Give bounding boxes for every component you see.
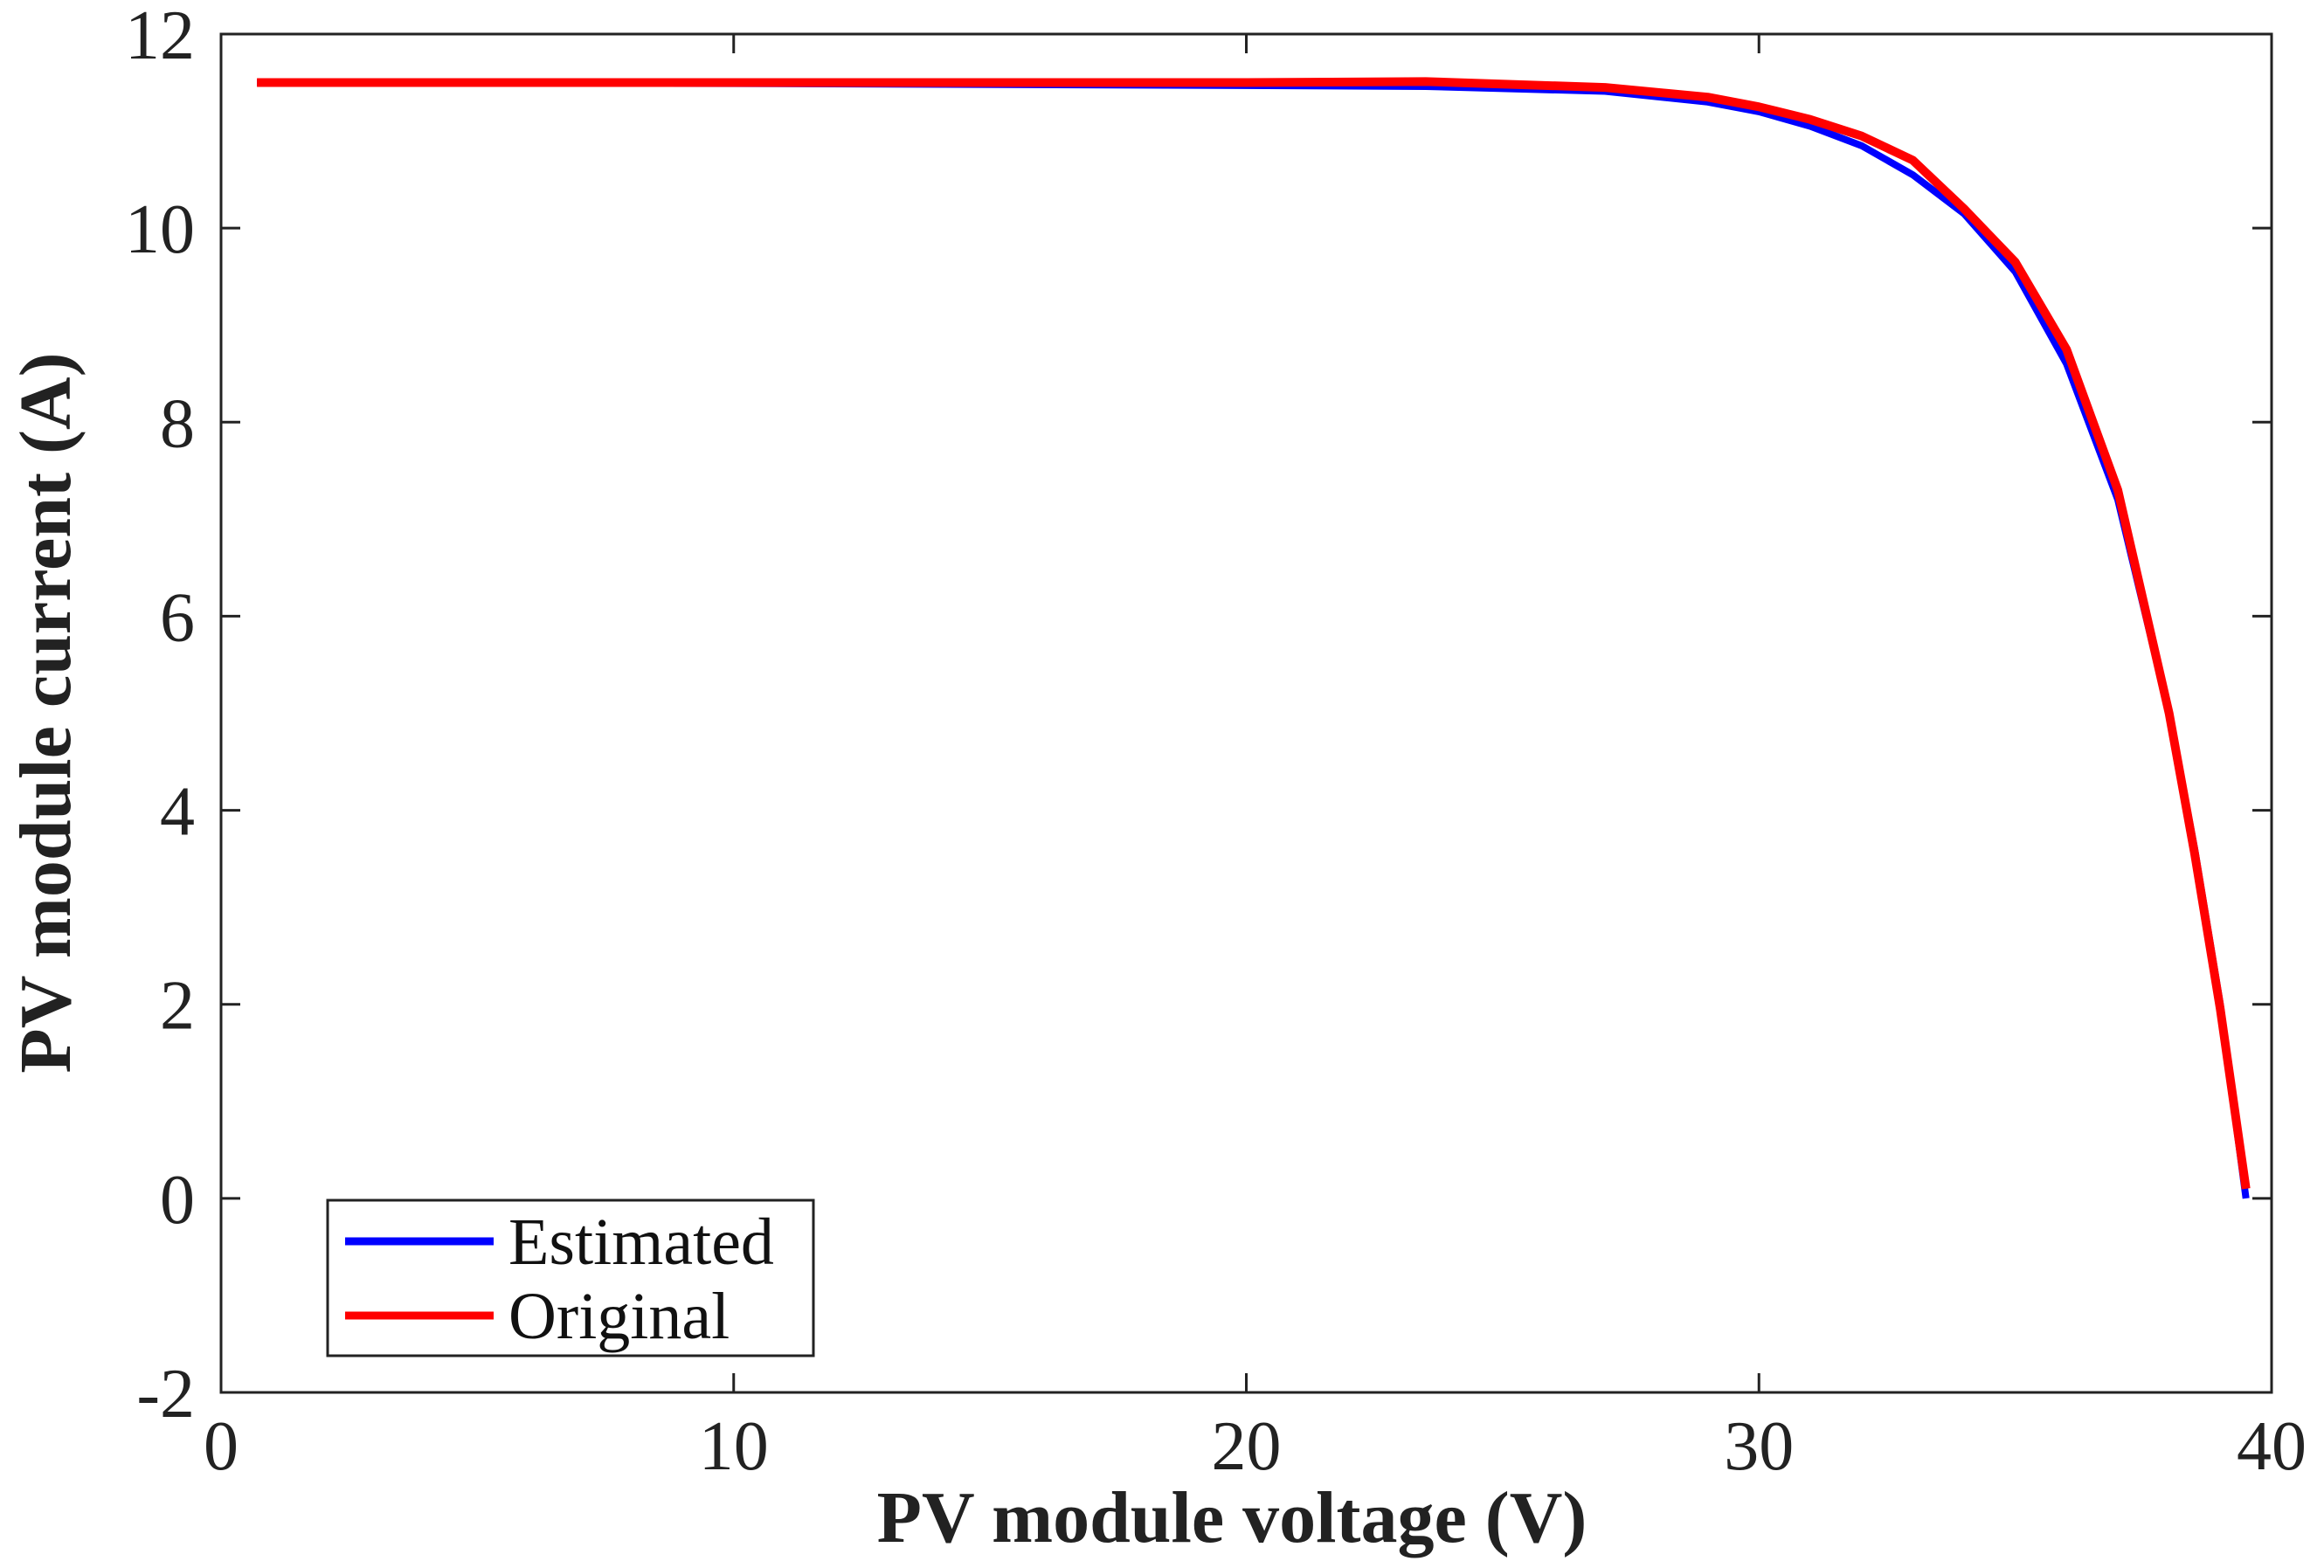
y-tick-label: -2 <box>136 1356 195 1433</box>
x-tick-label: 10 <box>699 1408 769 1485</box>
y-tick-label: 12 <box>125 0 195 74</box>
y-tick-label: 8 <box>160 385 195 462</box>
y-tick-label: 0 <box>160 1162 195 1239</box>
legend-label-estimated: Estimated <box>508 1205 774 1279</box>
y-tick-label: 2 <box>160 968 195 1045</box>
y-tick-label: 6 <box>160 579 195 656</box>
x-tick-label: 30 <box>1724 1408 1794 1485</box>
legend: Estimated Original <box>326 1198 815 1357</box>
plot-area <box>219 32 2273 1394</box>
x-tick-label: 0 <box>204 1408 239 1485</box>
y-tick-label: 10 <box>125 191 195 268</box>
x-tick-label: 20 <box>1212 1408 1282 1485</box>
series-line-original <box>257 77 2251 1190</box>
legend-box <box>326 1198 815 1357</box>
x-axis-label: PV module voltage (V) <box>877 1477 1587 1558</box>
x-tick-label: 40 <box>2237 1408 2307 1485</box>
legend-label-original: Original <box>508 1280 730 1353</box>
y-tick-label: 4 <box>160 774 195 851</box>
y-axis-label: PV module current (A) <box>5 352 86 1073</box>
